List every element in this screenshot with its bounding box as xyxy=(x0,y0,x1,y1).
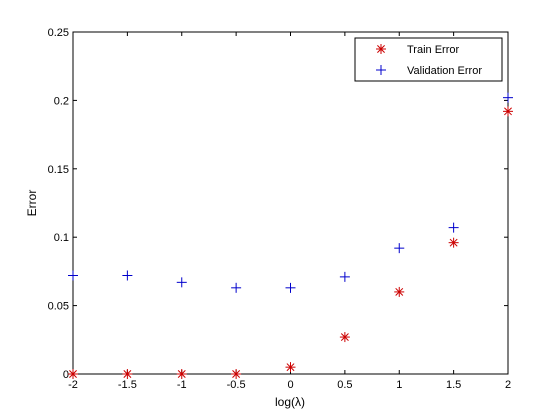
x-tick-label: 2 xyxy=(505,379,511,391)
x-tick-label: -1 xyxy=(177,379,187,391)
train-error-point xyxy=(503,106,513,117)
x-tick-label: -1.5 xyxy=(118,379,137,391)
y-tick-label: 0.2 xyxy=(54,95,69,107)
x-tick-label: 1.5 xyxy=(446,379,461,391)
x-axis-label: log(λ) xyxy=(275,395,305,409)
legend-marker-train-error xyxy=(376,44,386,54)
y-tick-label: 0.05 xyxy=(48,301,69,313)
x-tick-label: 0 xyxy=(287,379,293,391)
train-error-point xyxy=(394,286,405,297)
validation-error-point xyxy=(394,243,405,254)
validation-error-point xyxy=(339,271,350,282)
validation-error-point xyxy=(503,92,513,103)
train-error-point xyxy=(285,362,296,373)
legend-symbol-train-error xyxy=(376,44,386,54)
validation-error-point xyxy=(231,282,242,293)
train-error-point xyxy=(176,369,187,379)
legend: Train Error Validation Error xyxy=(354,37,503,82)
train-error-point xyxy=(231,369,242,379)
train-error-point xyxy=(122,369,133,379)
legend-label-validation-error: Validation Error xyxy=(407,65,482,77)
x-tick-label: -2 xyxy=(68,379,78,391)
legend-box xyxy=(354,37,503,82)
legend-marker-validation-error xyxy=(376,65,386,75)
validation-error-point xyxy=(285,282,296,293)
y-tick-label: 0.1 xyxy=(54,232,69,244)
validation-error-point xyxy=(122,270,133,281)
legend-symbol-validation-error xyxy=(376,65,386,75)
y-tick-label: 0 xyxy=(63,369,69,381)
legend-label-train-error: Train Error xyxy=(407,44,459,56)
train-error-point xyxy=(68,369,78,379)
x-tick-label: -0.5 xyxy=(227,379,246,391)
validation-error-point xyxy=(176,277,187,288)
plot-area xyxy=(72,31,509,375)
ticks-layer: -2 -1.5 -1 -0.5 0 0.5 1 1.5 2 0 0.05 0.1 0.15 0.2 0.25 xyxy=(48,27,511,391)
train-error-point xyxy=(339,332,350,343)
x-tick-label: 1 xyxy=(396,379,402,391)
validation-error-point xyxy=(68,270,78,281)
marks-layer xyxy=(68,92,513,379)
train-error-point xyxy=(448,237,459,248)
y-axis-label: Error xyxy=(25,190,39,217)
y-tick-label: 0.25 xyxy=(48,27,69,39)
y-tick-label: 0.15 xyxy=(48,164,69,176)
validation-error-point xyxy=(448,222,459,233)
x-tick-label: 0.5 xyxy=(337,379,352,391)
